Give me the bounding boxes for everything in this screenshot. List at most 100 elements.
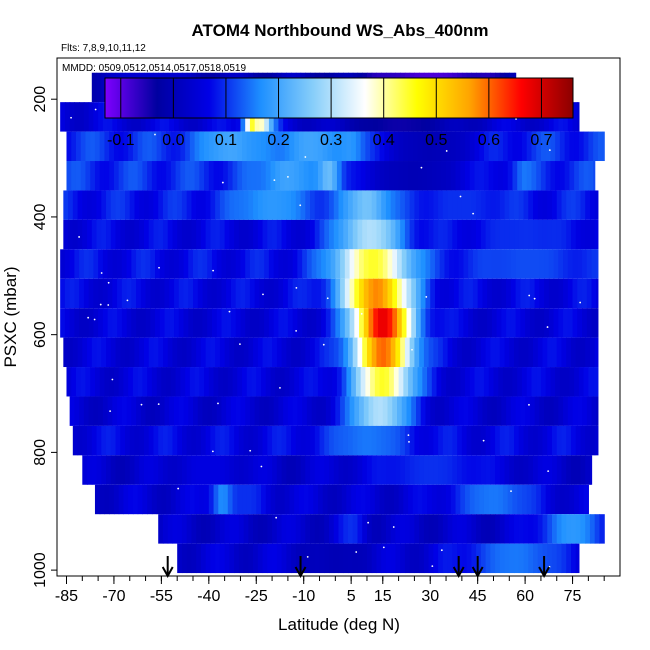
heatmap-cell	[102, 396, 109, 426]
heatmap-cell	[131, 308, 137, 338]
heatmap-cell	[243, 425, 249, 456]
heatmap-cell	[392, 308, 398, 338]
heatmap-cell	[510, 249, 517, 279]
heatmap-cell	[491, 278, 498, 309]
heatmap-cell	[509, 425, 515, 456]
heatmap-cell	[363, 249, 370, 279]
heatmap-cell	[175, 484, 181, 515]
heatmap-cell	[344, 249, 351, 279]
heatmap-cell	[300, 543, 306, 574]
heatmap-cell	[191, 337, 197, 368]
heatmap-cell	[172, 190, 178, 220]
heatmap-cell	[393, 367, 400, 397]
heatmap-cell	[306, 278, 313, 309]
heatmap-cell	[506, 278, 512, 309]
heatmap-cell	[196, 543, 202, 574]
heatmap-cell	[96, 72, 102, 103]
heatmap-cell	[85, 367, 91, 397]
heatmap-cell	[162, 455, 169, 485]
heatmap-cell	[528, 219, 534, 250]
heatmap-cell	[295, 514, 302, 544]
heatmap-cell	[529, 308, 536, 338]
heatmap-cell	[240, 308, 246, 338]
colorbar-ticks: -0.1 0.0 0.1 0.2 0.3 0.4 0.5 0.6 0.7	[107, 78, 553, 149]
heatmap-cell	[262, 514, 268, 544]
sample-dot	[239, 343, 241, 346]
heatmap-cell	[286, 337, 292, 368]
heatmap-cell	[161, 161, 167, 191]
heatmap-cell	[433, 219, 439, 250]
heatmap-cell	[564, 161, 570, 191]
heatmap-cell	[444, 396, 450, 426]
heatmap-cell	[101, 455, 107, 485]
heatmap-cell	[498, 161, 504, 191]
heatmap-cell	[248, 337, 254, 368]
heatmap-cell	[531, 367, 537, 397]
heatmap-cell	[368, 249, 374, 279]
heatmap-cell	[104, 161, 110, 191]
heatmap-cell	[279, 367, 286, 397]
heatmap-cell	[77, 190, 83, 220]
sample-dot	[547, 470, 550, 473]
heatmap-cell	[196, 190, 202, 220]
heatmap-cell	[514, 337, 520, 368]
heatmap-cell	[357, 455, 363, 485]
heatmap-cell	[463, 249, 469, 279]
heatmap-cell	[428, 190, 434, 220]
heatmap-cell	[275, 131, 281, 162]
heatmap-cell	[273, 278, 280, 309]
sample-dot	[440, 549, 443, 552]
heatmap-cell	[452, 514, 458, 544]
x-tick-label: -10	[292, 588, 315, 605]
heatmap-cell	[593, 131, 599, 162]
heatmap-cell	[419, 543, 425, 574]
heatmap-cell	[409, 190, 416, 220]
heatmap-cell	[453, 278, 460, 309]
heatmap-cell	[378, 278, 384, 309]
heatmap-cell	[294, 161, 300, 191]
heatmap-cell	[177, 455, 183, 485]
heatmap-cell	[366, 514, 373, 544]
heatmap-cell	[400, 337, 406, 368]
heatmap-cell	[476, 543, 482, 574]
heatmap-cell	[512, 484, 518, 515]
heatmap-cell	[226, 249, 232, 279]
heatmap-cell	[507, 131, 514, 162]
heatmap-cell	[134, 337, 140, 368]
sample-dot	[93, 318, 96, 321]
heatmap-cell	[232, 131, 238, 162]
heatmap-cell	[398, 367, 404, 397]
heatmap-cell	[181, 337, 188, 368]
heatmap-cell	[594, 190, 599, 220]
heatmap-cell	[501, 278, 507, 309]
heatmap-cell	[414, 514, 420, 544]
heatmap-cell	[188, 249, 194, 279]
heatmap-cell	[453, 249, 460, 279]
heatmap-cell	[261, 484, 267, 515]
heatmap-cell	[485, 455, 491, 485]
heatmap-cell	[265, 161, 272, 191]
heatmap-cell	[172, 514, 178, 544]
heatmap-cell	[490, 337, 496, 368]
heatmap-cell	[134, 190, 140, 220]
heatmap-cell	[499, 543, 506, 574]
heatmap-cell	[272, 543, 278, 574]
heatmap-cell	[238, 219, 245, 250]
heatmap-cell	[355, 367, 362, 397]
heatmap-cell	[232, 484, 238, 515]
heatmap-cell	[403, 367, 409, 397]
heatmap-cell	[189, 131, 196, 162]
heatmap-cell	[523, 514, 529, 544]
heatmap-cell	[110, 190, 117, 220]
heatmap-cell	[243, 337, 249, 368]
heatmap-cell	[458, 278, 465, 309]
heatmap-cell	[106, 219, 112, 250]
heatmap-cell	[502, 367, 509, 397]
heatmap-cell	[238, 190, 245, 220]
heatmap-cell	[118, 484, 125, 515]
heatmap-cell	[455, 484, 461, 515]
heatmap-cell	[93, 396, 99, 426]
heatmap-cell	[259, 249, 265, 279]
heatmap-cell	[551, 543, 558, 574]
heatmap-cell	[433, 337, 439, 368]
